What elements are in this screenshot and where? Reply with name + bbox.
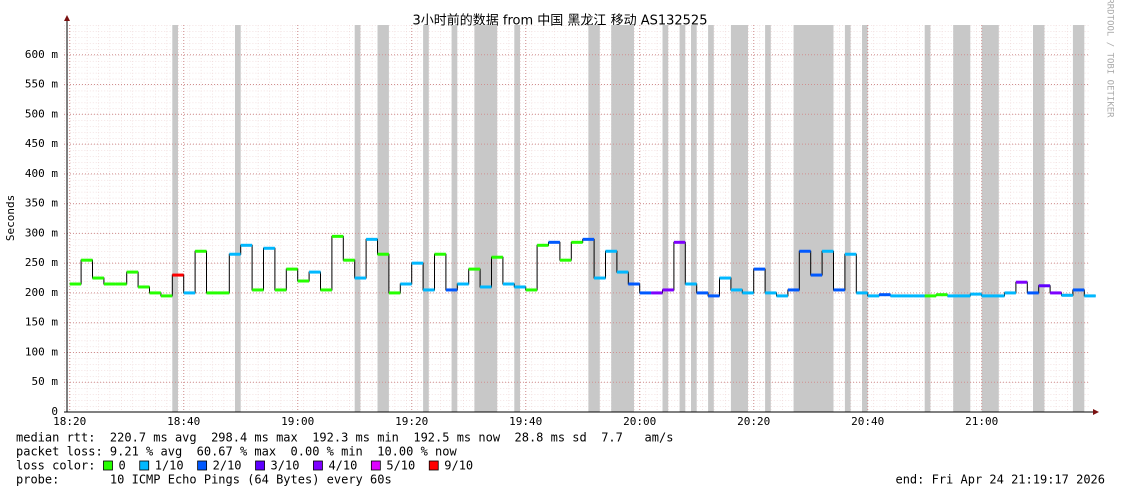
- unknown-band: [793, 25, 834, 412]
- y-tick-label: 50 m: [32, 375, 59, 388]
- unknown-band: [662, 25, 669, 412]
- y-tick-label: 550 m: [25, 78, 58, 91]
- unknown-band: [1072, 25, 1085, 412]
- unknown-band: [691, 25, 697, 412]
- legend-label: 0: [118, 459, 125, 473]
- y-tick-label: 350 m: [25, 197, 58, 210]
- x-tick-label: 19:20: [395, 415, 428, 428]
- y-tick-label: 250 m: [25, 256, 58, 269]
- unknown-band: [1033, 25, 1045, 412]
- y-tick-label: 400 m: [25, 167, 58, 180]
- legend-swatch: [255, 460, 265, 471]
- stats-line: median rtt: 220.7 ms avg 298.4 ms max 19…: [16, 431, 673, 445]
- y-tick-label: 300 m: [25, 226, 58, 239]
- legend-swatch: [428, 460, 439, 471]
- legend-label: 1/10: [155, 459, 184, 473]
- y-tick-label: 450 m: [25, 137, 58, 150]
- legend-swatch: [313, 460, 323, 471]
- x-tick-label: 20:00: [623, 415, 656, 428]
- legend-label: 9/10: [444, 459, 473, 473]
- probe-line: probe: 10 ICMP Echo Pings (64 Bytes) eve…: [16, 473, 392, 487]
- minor-grid: [64, 25, 1090, 412]
- unknown-band: [235, 25, 241, 412]
- y-tick-label: 150 m: [25, 316, 58, 329]
- unknown-band: [474, 25, 498, 412]
- x-tick-label: 20:40: [851, 415, 884, 428]
- unknown-band: [451, 25, 458, 412]
- legend-swatch: [103, 460, 113, 471]
- stats-line: packet loss: 9.21 % avg 60.67 % max 0.00…: [16, 445, 457, 459]
- unknown-band: [765, 25, 771, 412]
- unknown-band: [377, 25, 389, 412]
- legend-label: 2/10: [213, 459, 242, 473]
- unknown-band: [862, 25, 868, 412]
- legend-swatch: [370, 460, 381, 471]
- watermark: RRDTOOL / TOBI OETIKER: [1105, 0, 1115, 118]
- y-tick-label: 600 m: [25, 48, 58, 61]
- y-tick-label: 0: [51, 405, 58, 418]
- axis-arrow: [64, 15, 70, 21]
- end-time: end: Fri Apr 24 21:19:17 2026: [895, 473, 1105, 487]
- axis-arrow: [1093, 409, 1099, 415]
- unknown-band: [679, 25, 686, 412]
- x-tick-label: 18:40: [167, 415, 200, 428]
- unknown-band: [730, 25, 748, 412]
- legend-label: 5/10: [386, 459, 415, 473]
- unknown-band: [924, 25, 931, 412]
- unknown-band: [423, 25, 429, 412]
- x-tick-label: 21:00: [965, 415, 998, 428]
- legend-label: 3/10: [271, 459, 300, 473]
- legend-title: loss color:: [16, 459, 95, 473]
- x-tick-label: 19:40: [509, 415, 542, 428]
- unknown-band: [981, 25, 999, 412]
- x-tick-label: 19:00: [281, 415, 314, 428]
- y-tick-label: 100 m: [25, 345, 58, 358]
- unknown-band: [953, 25, 971, 412]
- unknown-band: [844, 25, 851, 412]
- y-tick-label: 500 m: [25, 107, 58, 120]
- x-tick-label: 20:20: [737, 415, 770, 428]
- unknown-band: [514, 25, 520, 412]
- unknown-band: [611, 25, 634, 412]
- x-tick-label: 18:20: [53, 415, 86, 428]
- unknown-band: [354, 25, 361, 412]
- legend-swatch: [139, 460, 150, 471]
- legend-label: 4/10: [328, 459, 357, 473]
- unknown-band: [588, 25, 600, 412]
- chart-title: 3小时前的数据 from 中国 黑龙江 移动 AS132525: [413, 13, 708, 29]
- unknown-band: [172, 25, 178, 412]
- y-axis-label: Seconds: [4, 195, 17, 241]
- legend-swatch: [197, 460, 208, 471]
- unknown-band: [708, 25, 714, 412]
- y-tick-label: 200 m: [25, 286, 58, 299]
